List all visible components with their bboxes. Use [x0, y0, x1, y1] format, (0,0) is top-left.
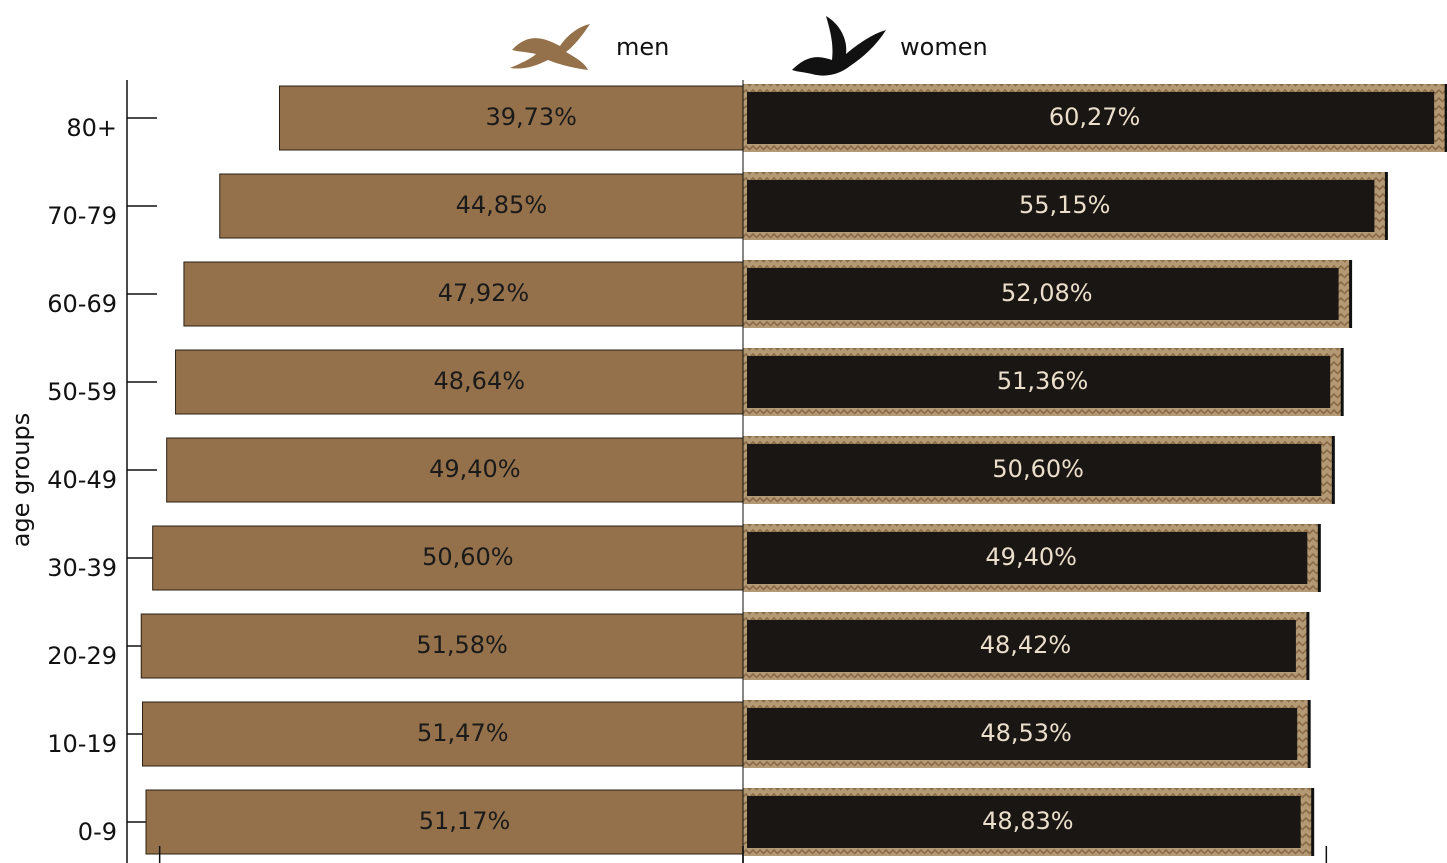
bar-label: 39,73%: [485, 103, 577, 131]
bar-men: [152, 525, 744, 591]
bar-women: [747, 444, 1322, 496]
legend: men women: [510, 16, 988, 76]
bar-women: [747, 796, 1301, 848]
bar-label: 49,40%: [429, 455, 521, 483]
bar-label: 49,40%: [985, 543, 1077, 571]
bar-label: 51,47%: [417, 719, 509, 747]
bar-women: [747, 180, 1375, 232]
bar-men: [166, 437, 744, 503]
bar-label: 50,60%: [992, 455, 1084, 483]
bar-men: [183, 261, 744, 327]
y-tick-label: 50-59: [47, 378, 117, 406]
bar-women: [747, 92, 1435, 144]
bar-men: [175, 349, 744, 415]
y-tick-label: 40-49: [47, 466, 117, 494]
bar-men: [278, 85, 744, 151]
bar-label: 51,58%: [416, 631, 508, 659]
bar-men: [219, 173, 744, 239]
y-tick-label: 70-79: [47, 202, 117, 230]
y-tick-label: 20-29: [47, 642, 117, 670]
bar-label: 60,27%: [1049, 103, 1141, 131]
bar-label: 48,53%: [980, 719, 1072, 747]
legend-icon-women: [792, 16, 886, 76]
bar-label: 50,60%: [422, 543, 514, 571]
bar-label: 51,36%: [997, 367, 1089, 395]
legend-label: men: [616, 33, 669, 61]
bar-women: [747, 708, 1298, 760]
bar-women: [747, 356, 1331, 408]
y-tick-label: 30-39: [47, 554, 117, 582]
bar-label: 55,15%: [1019, 191, 1111, 219]
bar-men: [142, 701, 744, 767]
bar-women: [747, 532, 1308, 584]
y-tick-label: 10-19: [47, 730, 117, 758]
y-axis-label: age groups: [7, 413, 35, 548]
bar-label: 52,08%: [1001, 279, 1093, 307]
bar-label: 51,17%: [419, 807, 511, 835]
bar-men: [145, 789, 744, 855]
bar-label: 47,92%: [438, 279, 530, 307]
y-tick-label: 60-69: [47, 290, 117, 318]
bar-women: [747, 620, 1296, 672]
bar-label: 48,64%: [434, 367, 526, 395]
bar-men: [140, 613, 744, 679]
bar-label: 44,85%: [456, 191, 548, 219]
bar-label: 48,42%: [980, 631, 1072, 659]
y-tick-label: 80+: [66, 114, 117, 142]
bar-women: [747, 268, 1339, 320]
legend-icon-men: [510, 24, 590, 70]
y-tick-label: 0-9: [78, 818, 117, 846]
legend-label: women: [900, 33, 988, 61]
bar-label: 48,83%: [982, 807, 1074, 835]
